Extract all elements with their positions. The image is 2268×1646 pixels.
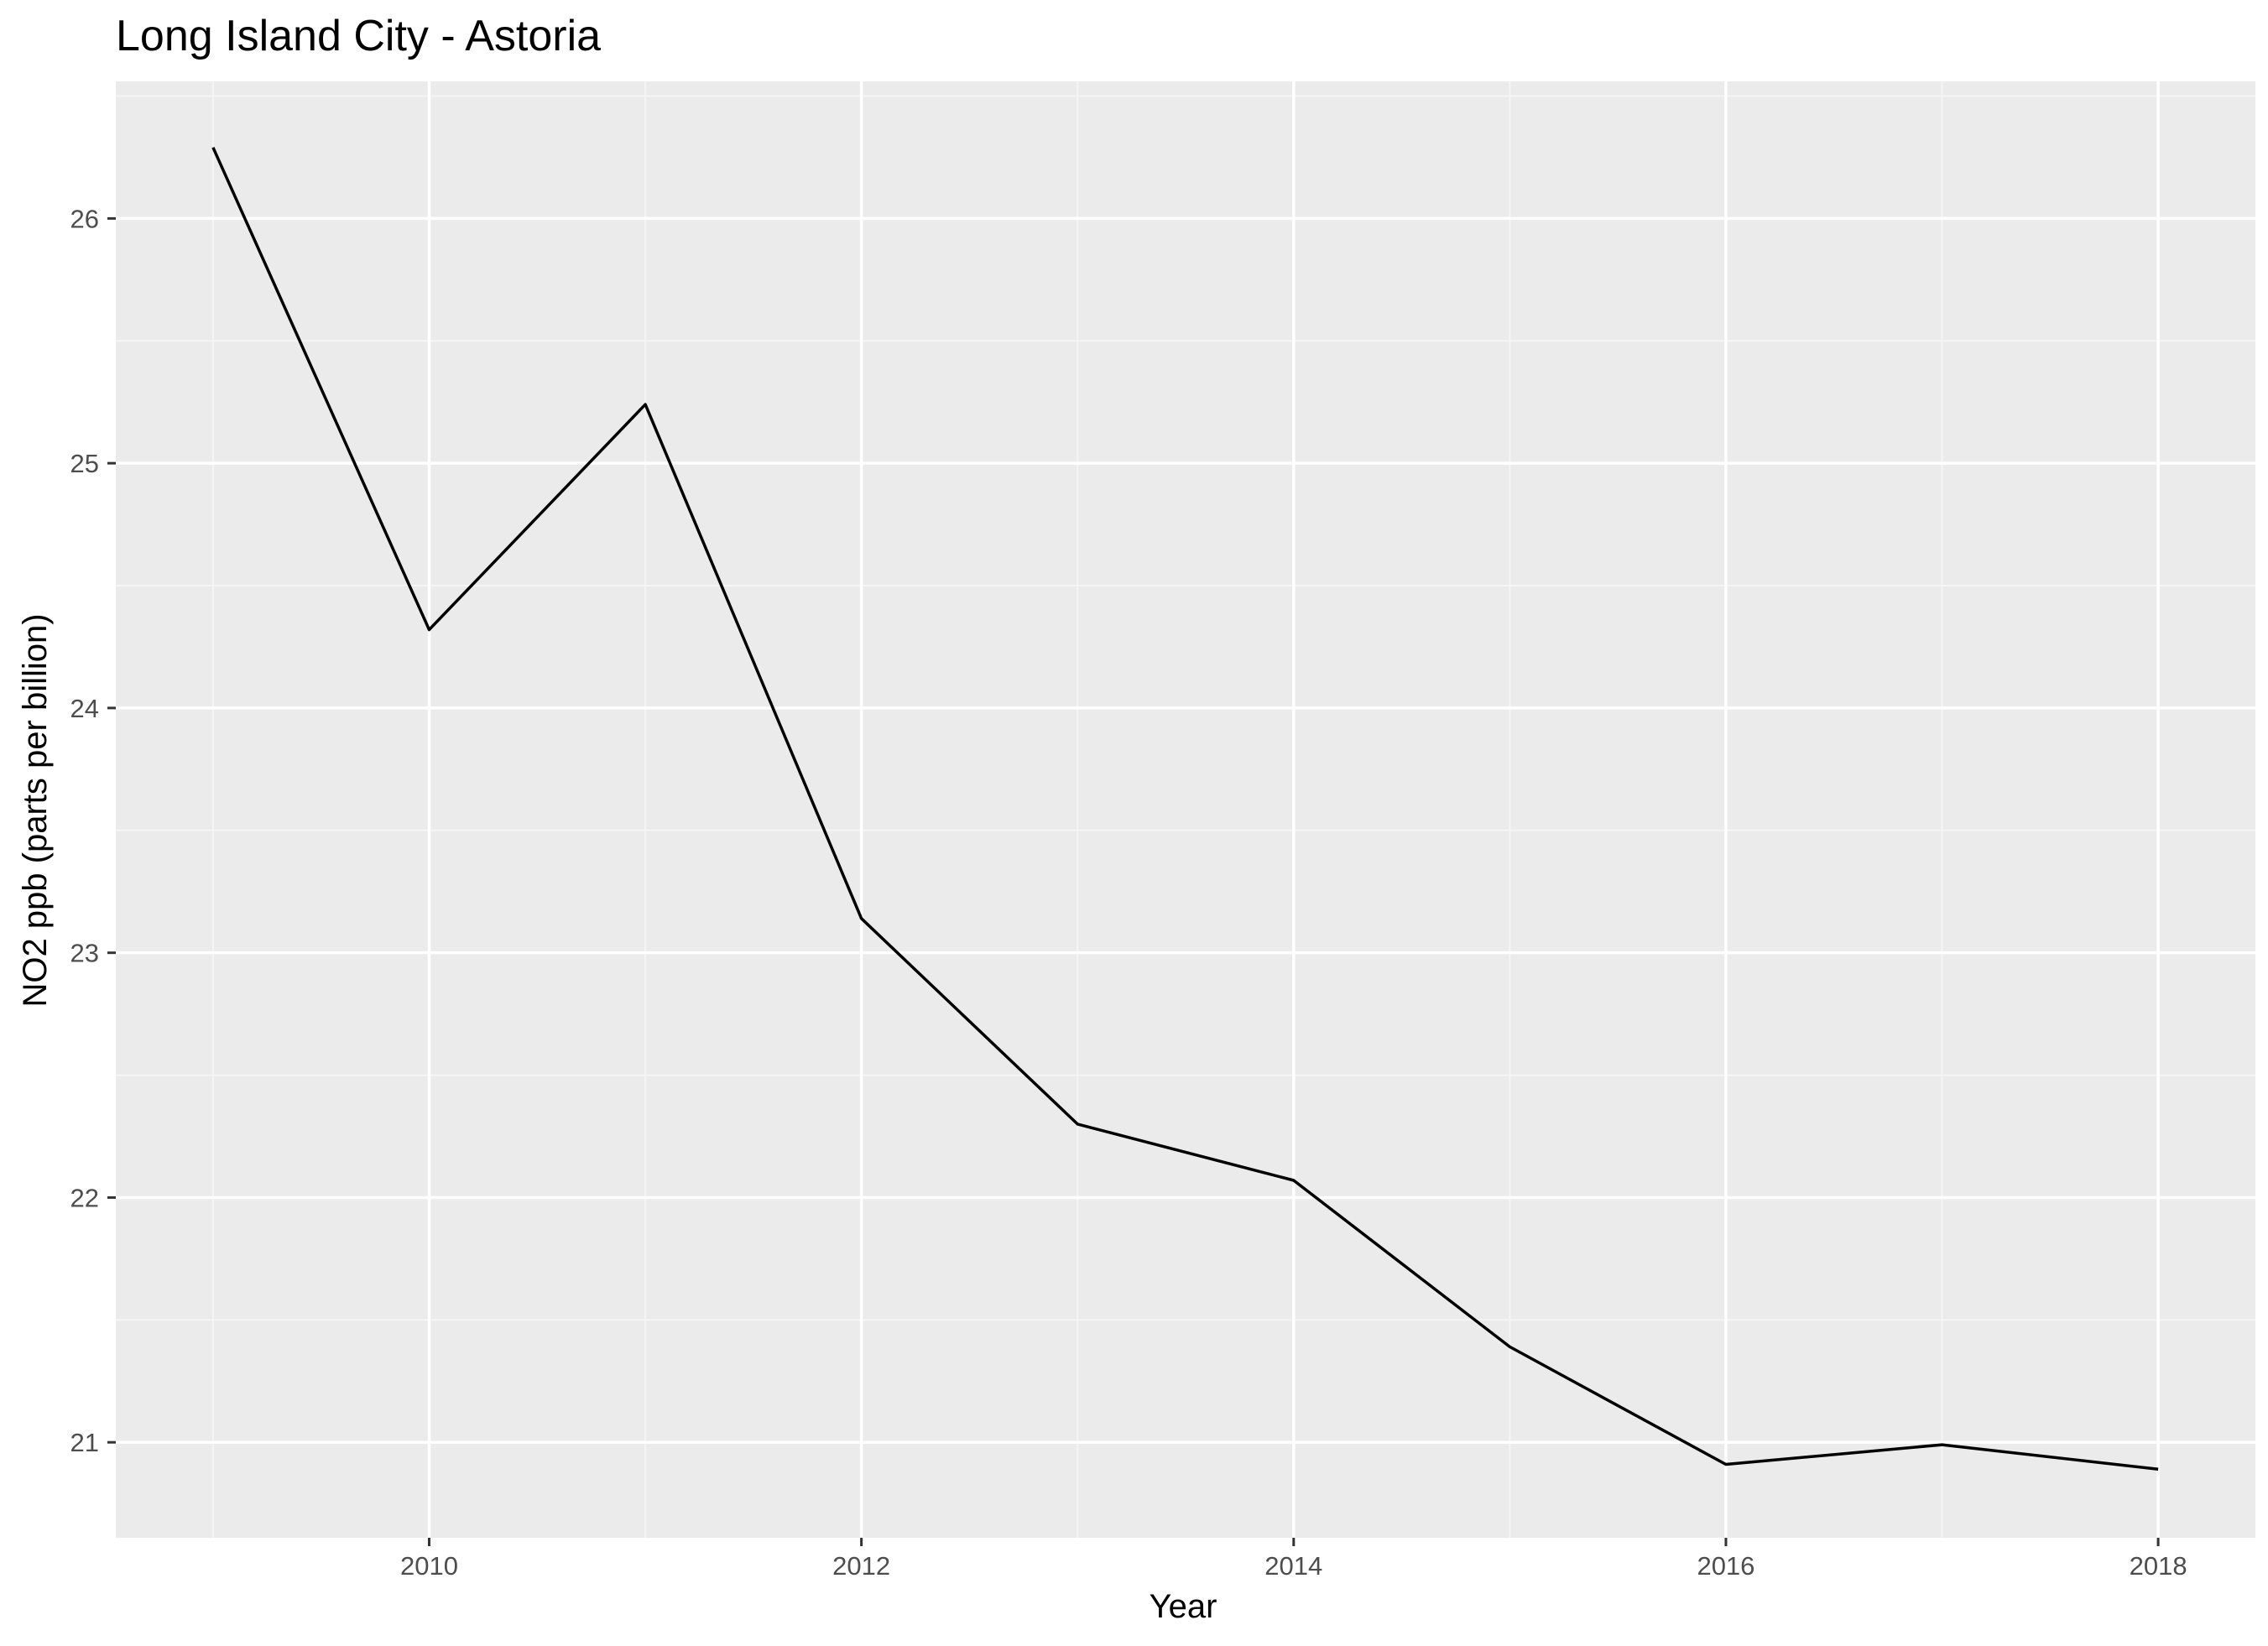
data-point-2015 bbox=[1508, 1345, 1511, 1348]
y-tick-label: 26 bbox=[70, 204, 99, 233]
data-point-2010 bbox=[427, 628, 430, 632]
x-tick-label: 2010 bbox=[400, 1551, 458, 1581]
x-tick-label: 2012 bbox=[832, 1551, 890, 1581]
data-point-2016 bbox=[1724, 1462, 1728, 1466]
x-tick-label: 2014 bbox=[1264, 1551, 1322, 1581]
axis-ticks: 2010 2012 2014 2016 2018 21 22 23 24 25 26 bbox=[70, 204, 2187, 1581]
data-point-2017 bbox=[1941, 1443, 1944, 1446]
chart-title: Long Island City - Astoria bbox=[116, 12, 601, 60]
x-tick-label: 2016 bbox=[1697, 1551, 1754, 1581]
x-axis-title: Year bbox=[1150, 1588, 1217, 1625]
data-point-2013 bbox=[1076, 1123, 1079, 1126]
y-tick-label: 22 bbox=[70, 1183, 99, 1212]
data-point-2012 bbox=[860, 917, 863, 920]
data-point-2018 bbox=[2156, 1467, 2160, 1471]
series-line bbox=[211, 147, 2159, 1472]
data-point-2014 bbox=[1292, 1179, 1296, 1182]
y-axis-title: NO2 ppb (parts per billion) bbox=[17, 613, 54, 1007]
y-tick-label: 25 bbox=[70, 449, 99, 478]
data-point-2011 bbox=[644, 403, 647, 406]
plot-panel bbox=[116, 81, 2255, 1538]
y-tick-label: 23 bbox=[70, 939, 99, 968]
major-gridlines bbox=[116, 81, 2255, 1538]
y-tick-label: 21 bbox=[70, 1428, 99, 1457]
x-tick-label: 2018 bbox=[2130, 1551, 2187, 1581]
data-point-2009 bbox=[211, 146, 215, 149]
y-tick-label: 24 bbox=[70, 694, 99, 723]
